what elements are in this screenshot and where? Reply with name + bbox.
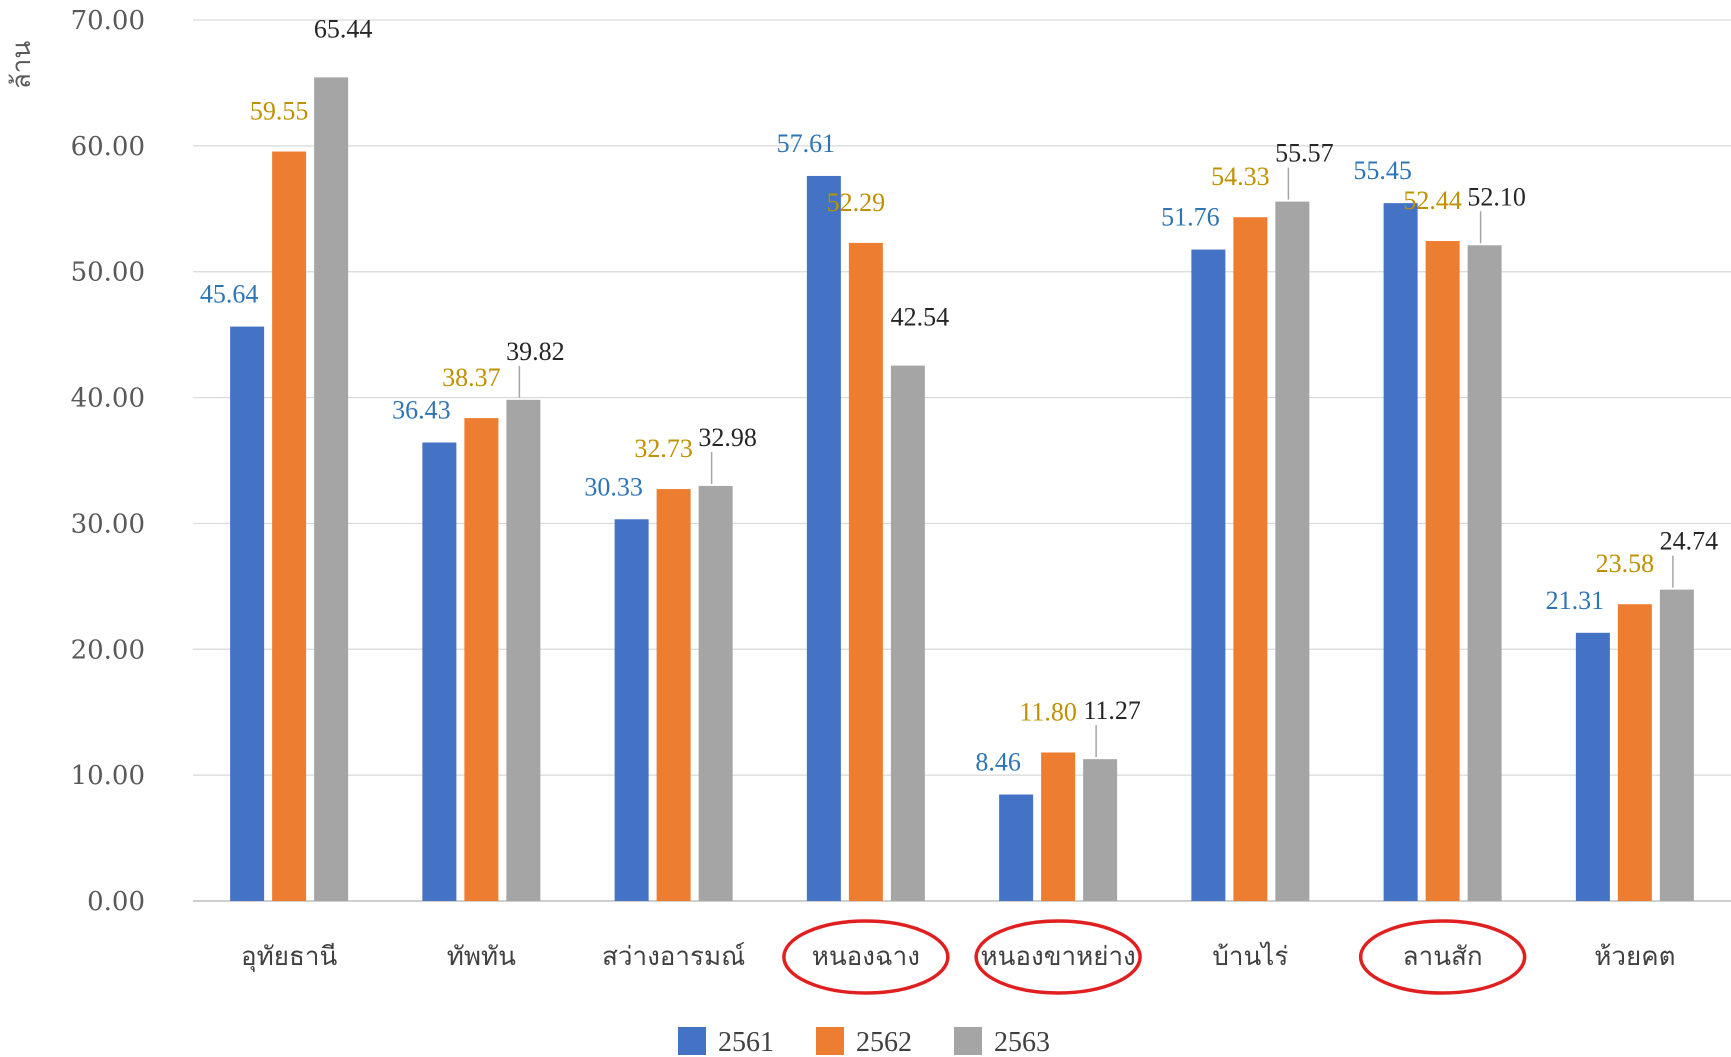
bar-2561 [1575, 632, 1610, 901]
bar-2562 [1617, 604, 1652, 901]
data-label-2561: 30.33 [584, 472, 643, 501]
category-label: ทัพทัน [447, 942, 516, 972]
data-label-2563: 11.27 [1083, 696, 1141, 725]
data-label-2561: 55.45 [1353, 156, 1412, 185]
bar-2563 [506, 399, 541, 901]
bar-2562 [1425, 241, 1460, 902]
y-tick-label: 70.00 [71, 6, 145, 36]
y-tick-label: 0.00 [87, 887, 145, 917]
data-label-2563: 42.54 [891, 303, 950, 332]
data-label-2561: 51.76 [1161, 203, 1220, 232]
bar-2563 [1659, 589, 1694, 901]
highlight-ellipse [1358, 919, 1527, 995]
bar-2563 [1083, 759, 1118, 901]
legend-label-2563: 2563 [994, 1027, 1050, 1057]
category-labels: อุทัยธานี ทัพทัน สว่างอารมณ์ หนองฉาง หนองขาห… [241, 941, 1675, 972]
bar-2562 [656, 489, 691, 901]
bar-2563 [1275, 201, 1310, 901]
category-label: อุทัยธานี [241, 942, 337, 972]
data-label-2561: 36.43 [392, 396, 451, 425]
y-tick-label: 10.00 [71, 761, 145, 791]
bar-2563 [314, 77, 349, 901]
bar-2561 [1383, 203, 1418, 902]
data-label-2563: 55.57 [1275, 139, 1334, 168]
data-label-2562: 23.58 [1596, 549, 1655, 578]
category-label: ลานสัก [1403, 942, 1483, 972]
legend-swatch-2563 [954, 1027, 982, 1055]
bar-2561 [806, 175, 841, 901]
bar-2563 [1467, 245, 1502, 901]
y-axis-ticks: 0.00 10.00 20.00 30.00 40.00 50.00 60.00 70.00 [71, 6, 145, 917]
data-label-2562: 52.29 [827, 188, 886, 217]
y-tick-label: 60.00 [71, 132, 145, 162]
category-label: หนองฉาง [812, 942, 920, 972]
category-label: หนองขาหย่าง [980, 942, 1135, 972]
highlight-ellipse [974, 919, 1142, 995]
bar-2563 [890, 365, 925, 901]
data-label-2561: 8.46 [975, 748, 1021, 777]
legend-swatch-2562 [816, 1027, 844, 1055]
data-label-2562: 54.33 [1211, 162, 1270, 191]
data-label-2562: 52.44 [1403, 186, 1462, 215]
data-label-2561: 45.64 [200, 280, 259, 309]
bar-2561 [230, 326, 265, 901]
bar-2562 [1233, 217, 1268, 901]
data-label-2561: 57.61 [777, 129, 836, 158]
data-label-2563: 32.98 [698, 423, 757, 452]
bar-2561 [422, 442, 457, 901]
legend-label-2562: 2562 [856, 1027, 912, 1057]
highlight-ellipse [782, 919, 950, 995]
data-label-2562: 59.55 [250, 97, 309, 126]
highlight-ellipses [782, 919, 1527, 995]
leader-lines [518, 167, 1674, 758]
bar-2561 [1191, 249, 1226, 902]
category-label: สว่างอารมณ์ [602, 942, 745, 972]
y-tick-label: 50.00 [71, 258, 145, 288]
legend: 2561 2562 2563 [678, 1027, 1050, 1057]
category-label: ห้วยคต [1594, 942, 1675, 972]
category-label: บ้านไร่ [1212, 941, 1288, 972]
y-axis-label: ล้าน [7, 41, 37, 90]
bar-2562 [464, 418, 499, 901]
data-label-2563: 52.10 [1467, 182, 1526, 211]
legend-swatch-2561 [678, 1027, 706, 1055]
legend-label-2561: 2561 [718, 1027, 774, 1057]
data-label-2562: 38.37 [442, 363, 501, 392]
bar-2563 [698, 485, 733, 901]
bars [230, 77, 1694, 902]
data-label-2563: 65.44 [314, 14, 373, 43]
bar-2562 [848, 242, 883, 901]
data-label-2562: 32.73 [634, 434, 693, 463]
bar-2561 [614, 519, 649, 901]
y-tick-label: 20.00 [71, 635, 145, 665]
y-tick-label: 30.00 [71, 509, 145, 539]
data-label-2563: 24.74 [1660, 527, 1719, 556]
y-tick-label: 40.00 [71, 384, 145, 414]
bar-2562 [1041, 752, 1076, 901]
data-label-2563: 39.82 [506, 337, 565, 366]
data-label-2562: 11.80 [1019, 697, 1077, 726]
bar-2562 [272, 151, 307, 901]
data-label-2561: 21.31 [1546, 586, 1605, 615]
bar-2561 [999, 794, 1034, 901]
